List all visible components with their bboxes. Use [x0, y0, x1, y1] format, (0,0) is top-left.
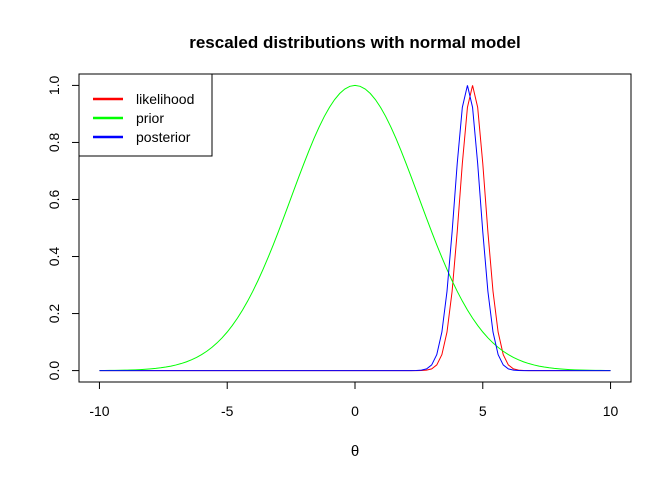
x-tick-label: 5	[479, 403, 487, 419]
chart-title: rescaled distributions with normal model	[189, 33, 521, 52]
legend-box	[78, 73, 213, 157]
y-tick-label: 0.0	[46, 361, 62, 381]
x-tick-label: 0	[351, 403, 359, 419]
legend-label-likelihood: likelihood	[136, 91, 194, 107]
series-line-prior	[99, 84, 611, 371]
series-line-posterior	[99, 85, 611, 372]
x-axis: -10 -5 0 5 10	[89, 381, 619, 419]
x-tick-label: -5	[221, 403, 234, 419]
legend-label-posterior: posterior	[136, 129, 191, 145]
y-tick-label: 0.4	[46, 247, 62, 267]
y-axis: 0.0 0.2 0.4 0.6 0.8 1.0	[46, 75, 80, 381]
legend: likelihood prior posterior	[78, 73, 213, 157]
legend-label-prior: prior	[136, 110, 164, 126]
x-tick-label: -10	[89, 403, 109, 419]
x-tick-label: 10	[603, 403, 619, 419]
series-layer	[99, 84, 611, 372]
x-axis-label: θ	[351, 443, 359, 460]
y-tick-label: 0.6	[46, 190, 62, 210]
y-tick-label: 0.2	[46, 304, 62, 324]
y-tick-label: 0.8	[46, 133, 62, 153]
y-tick-label: 1.0	[46, 75, 62, 95]
